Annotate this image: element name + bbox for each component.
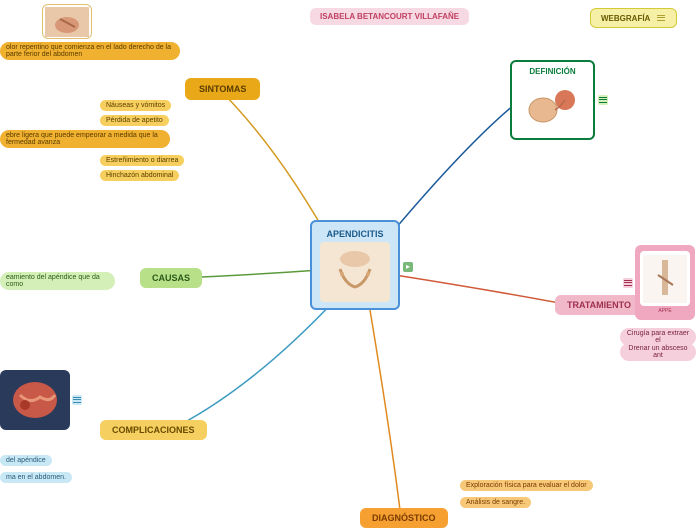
webography-label: WEBGRAFÍA [601, 14, 650, 23]
definicion-label: DEFINICIÓN [529, 67, 575, 76]
tratamiento-item-1[interactable]: Drenar un absceso ant [620, 343, 696, 361]
tratamiento-node[interactable]: TRATAMIENTO [555, 295, 643, 315]
complicaciones-node[interactable]: COMPLICACIONES [100, 420, 207, 440]
diagnostico-node[interactable]: DIAGNÓSTICO [360, 508, 448, 528]
sintomas-item-5[interactable]: Hinchazón abdominal [100, 170, 179, 181]
sintomas-label: SINTOMAS [199, 84, 246, 94]
complicaciones-label: COMPLICACIONES [112, 425, 195, 435]
definicion-menu-icon[interactable] [598, 95, 608, 105]
complicaciones-item-1[interactable]: ma en el abdomen. [0, 472, 72, 483]
author-label: ISABELA BETANCOURT VILLAFAÑE [310, 8, 469, 25]
definicion-image [518, 78, 588, 133]
webography-button[interactable]: WEBGRAFÍA [590, 8, 677, 28]
diagnostico-label: DIAGNÓSTICO [372, 513, 436, 523]
sintomas-image [42, 4, 92, 39]
diagnostico-item-1[interactable]: Análisis de sangre. [460, 497, 531, 508]
sintomas-item-3[interactable]: ebre ligera que puede empeorar a medida … [0, 130, 170, 148]
complicaciones-menu-icon[interactable] [72, 395, 82, 405]
definicion-node[interactable]: DEFINICIÓN [510, 60, 595, 140]
sintomas-item-0[interactable]: olor repentino que comienza en el lado d… [0, 42, 180, 60]
author-text: ISABELA BETANCOURT VILLAFAÑE [320, 12, 459, 21]
complicaciones-image [0, 370, 70, 430]
sintomas-item-2[interactable]: Pérdida de apetito [100, 115, 169, 126]
diagnostico-item-0[interactable]: Exploración física para evaluar el dolor [460, 480, 593, 491]
hamburger-icon [656, 13, 666, 23]
expand-icon[interactable]: ▸ [403, 262, 413, 272]
causas-node[interactable]: CAUSAS [140, 268, 202, 288]
tratamiento-image-box: APPE [635, 245, 695, 320]
tratamiento-menu-icon[interactable] [623, 278, 633, 288]
complicaciones-item-0[interactable]: del apéndice [0, 455, 52, 466]
sintomas-item-4[interactable]: Estreñimiento o diarrea [100, 155, 184, 166]
causas-item-0[interactable]: eamiento del apéndice que da como [0, 272, 115, 290]
sintomas-node[interactable]: SINTOMAS [185, 78, 260, 100]
center-image [320, 242, 390, 302]
center-title: APENDICITIS [326, 229, 383, 239]
sintomas-item-1[interactable]: Náuseas y vómitos [100, 100, 171, 111]
center-node[interactable]: APENDICITIS [310, 220, 400, 310]
tratamiento-label: TRATAMIENTO [567, 300, 631, 310]
causas-label: CAUSAS [152, 273, 190, 283]
